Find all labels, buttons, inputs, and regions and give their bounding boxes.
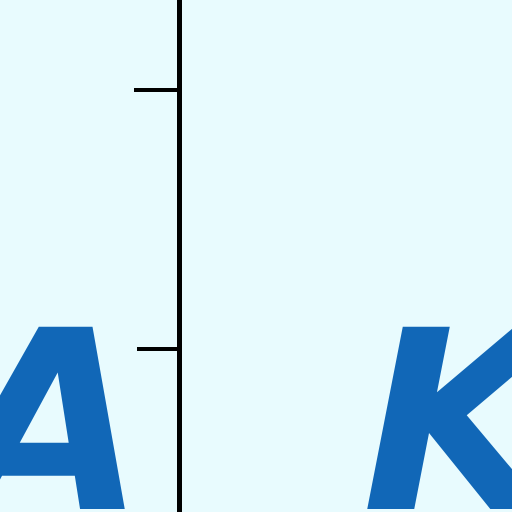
letter-left: A [0, 298, 145, 512]
tick-mark-top [134, 88, 182, 92]
vertical-line [177, 0, 182, 512]
letter-right: K [362, 298, 512, 512]
tick-mark-middle [137, 347, 182, 351]
